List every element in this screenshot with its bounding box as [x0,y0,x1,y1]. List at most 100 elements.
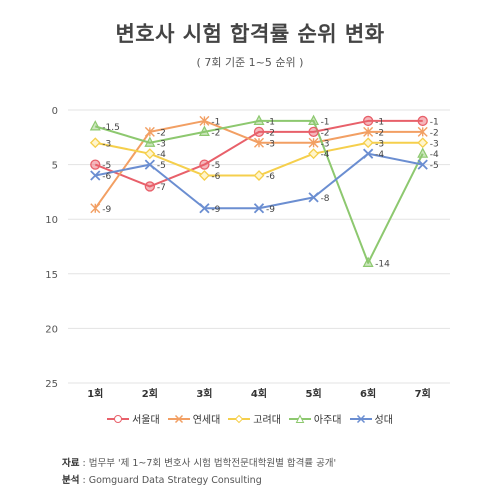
legend-item-ajou[interactable]: 아주대 [288,411,342,426]
chart-legend: 서울대 연세대 고려대 아주대 성대 [0,411,500,426]
legend-swatch [167,414,190,423]
point-marker-yonsei [90,203,101,214]
data-label-skku: -5 [157,161,166,171]
legend-label: 아주대 [313,415,342,426]
point-marker-korea [199,170,210,181]
y-tick-label: 0 [52,106,58,117]
point-marker-korea [89,137,101,149]
x-tick-label: 2회 [142,387,158,400]
data-label-korea: -3 [375,139,384,149]
data-label-seoul: -1 [430,117,439,127]
point-marker-ajou [308,114,320,126]
data-label-yonsei: -3 [266,139,275,149]
point-marker-seoul [144,181,156,192]
point-marker-ajou [89,120,101,131]
data-label-skku: -5 [430,161,439,171]
data-label-yonsei: -2 [157,128,166,138]
point-marker-seoul [199,159,210,170]
data-label-ajou: -3 [157,139,166,149]
data-label-ajou: -4 [430,150,439,160]
data-label-ajou: -14 [375,259,390,269]
data-label-skku: -9 [211,205,220,215]
y-tick-label: 20 [45,324,58,335]
point-marker-yonsei [199,115,210,126]
x-tick-label: 7회 [415,387,431,400]
data-label-yonsei: -2 [375,128,384,138]
data-label-seoul: -5 [211,161,220,171]
data-label-skku: -4 [375,150,384,160]
data-label-yonsei: -2 [430,128,439,138]
point-marker-seoul [90,159,101,170]
x-tick-label: 1회 [87,387,103,400]
data-label-korea: -6 [211,172,220,182]
data-label-seoul: -1 [375,117,384,127]
legend-label: 서울대 [132,415,160,426]
data-label-seoul: -5 [102,161,111,171]
data-label-korea: -4 [157,150,166,160]
data-label-ajou: -2 [211,128,220,138]
data-label-yonsei: -1 [211,117,220,127]
data-label-korea: -3 [102,139,111,149]
legend-swatch [107,414,130,423]
legend-item-korea[interactable]: 고려대 [228,411,281,426]
x-tick-label: 5회 [305,387,321,400]
legend-swatch [288,413,311,423]
data-label-seoul: -2 [321,128,330,138]
analysis-label: 분석 [62,475,80,486]
legend-label: 고려대 [253,415,281,426]
series-line-skku [95,152,423,210]
source-text: : 법무부 '제 1~7회 변호사 시험 법학전문대학원별 합격률 공개' [79,458,337,469]
point-marker-korea [144,148,156,160]
data-label-ajou: -1 [266,117,275,127]
y-tick-label: 5 [52,161,58,172]
data-label-ajou: -1.5 [102,123,120,133]
data-label-korea: -6 [266,172,275,182]
chart-title: 변호사 시험 합격률 순위 변화 [115,22,385,46]
point-marker-skku [199,203,210,214]
legend-item-skku[interactable]: 성대 [349,411,393,426]
point-marker-korea [253,170,265,181]
point-marker-ajou [253,114,265,126]
point-marker-yonsei [308,137,319,148]
data-label-korea: -3 [430,139,439,149]
source-line: 자료 : 법무부 '제 1~7회 변호사 시험 법학전문대학원별 합격률 공개' [62,455,336,469]
chart-subtitle: ( 7회 기준 1~5 순위 ) [196,56,304,69]
point-marker-korea [362,137,374,149]
legend-swatch [228,414,251,423]
analysis-text: : Gomguard Data Strategy Consulting [79,475,262,486]
data-label-skku: -6 [102,172,111,182]
point-marker-yonsei [417,126,428,137]
point-marker-skku [308,192,319,203]
point-marker-ajou [417,147,429,158]
point-marker-skku [253,203,265,214]
data-label-yonsei: -3 [321,139,330,149]
point-marker-yonsei [144,126,155,137]
point-marker-skku [363,148,374,159]
point-marker-seoul [362,115,374,127]
data-label-skku: -9 [266,205,275,215]
series-line-ajou [94,119,424,264]
point-marker-korea [308,148,319,160]
y-tick-label: 10 [45,215,58,226]
point-marker-ajou [144,136,156,147]
y-tick-label: 25 [45,379,58,390]
series-line-seoul [94,119,423,188]
legend-label: 성대 [374,415,393,426]
point-marker-skku [417,159,428,170]
point-marker-yonsei [363,126,374,137]
legend-label: 연세대 [192,415,221,426]
point-marker-ajou [362,256,374,267]
legend-item-seoul[interactable]: 서울대 [107,411,160,426]
point-marker-seoul [308,126,319,137]
legend-item-yonsei[interactable]: 연세대 [167,411,221,426]
legend-swatch [349,414,372,423]
data-label-skku: -8 [321,194,330,204]
point-marker-ajou [198,125,210,136]
data-label-ajou: -1 [321,117,330,127]
point-marker-seoul [417,115,428,127]
y-tick-label: 15 [45,270,58,281]
point-marker-korea [417,137,429,149]
data-label-seoul: -7 [157,183,166,193]
analysis-line: 분석 : Gomguard Data Strategy Consulting [62,472,262,486]
